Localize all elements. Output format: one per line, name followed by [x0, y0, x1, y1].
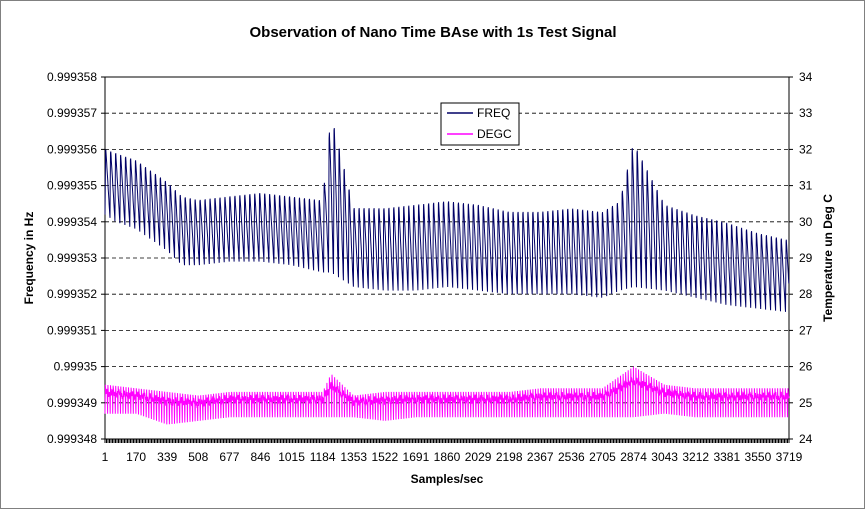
- right-tick-label: 31: [799, 179, 813, 193]
- right-tick-label: 24: [799, 432, 813, 446]
- right-tick-label: 30: [799, 215, 813, 229]
- right-tick-label: 29: [799, 251, 813, 265]
- right-tick-label: 28: [799, 287, 813, 301]
- x-tick-label: 1522: [371, 450, 398, 464]
- left-tick-label: 0.999357: [47, 106, 97, 120]
- x-tick-label: 1353: [340, 450, 367, 464]
- right-tick-label: 34: [799, 70, 813, 84]
- left-tick-label: 0.999349: [47, 396, 97, 410]
- x-tick-label: 1: [102, 450, 109, 464]
- x-tick-label: 3212: [682, 450, 709, 464]
- x-axis-ticks: 1 170 339 508 677 846 1015 1184 1353 1522 1691 1860…: [102, 439, 803, 464]
- x-tick-label: 170: [126, 450, 146, 464]
- left-tick-label: 0.999352: [47, 287, 97, 301]
- x-tick-label: 2367: [527, 450, 554, 464]
- x-tick-label: 2705: [589, 450, 616, 464]
- legend-box: [440, 102, 520, 146]
- left-axis-ticks: 0.999358 0.999357 0.999356 0.999355 0.999354…: [47, 70, 105, 446]
- x-tick-label: 3381: [713, 450, 740, 464]
- series-layer: [104, 128, 790, 425]
- x-tick-label: 2029: [465, 450, 492, 464]
- x-tick-label: 846: [250, 450, 270, 464]
- left-tick-label: 0.999353: [47, 251, 97, 265]
- x-tick-label: 2536: [558, 450, 585, 464]
- x-tick-label: 1184: [310, 450, 336, 464]
- right-tick-label: 26: [799, 360, 813, 374]
- x-tick-label: 3719: [776, 450, 803, 464]
- x-tick-label: 1860: [434, 450, 461, 464]
- x-axis-tick-band: [104, 439, 790, 443]
- series-line-degc: [104, 366, 790, 425]
- x-tick-label: 1691: [403, 450, 430, 464]
- right-tick-label: 25: [799, 396, 813, 410]
- x-tick-label: 3550: [745, 450, 772, 464]
- x-tick-label: 508: [188, 450, 208, 464]
- series-line-freq: [104, 128, 790, 312]
- left-tick-label: 0.99935: [54, 360, 98, 374]
- left-tick-label: 0.999354: [47, 215, 97, 229]
- x-tick-label: 2198: [496, 450, 523, 464]
- right-tick-label: 33: [799, 106, 813, 120]
- left-axis-label: Frequency in Hz: [22, 212, 36, 305]
- left-tick-label: 0.999356: [47, 142, 97, 156]
- legend-label-degc: DEGC: [477, 127, 512, 141]
- x-tick-label: 339: [157, 450, 177, 464]
- left-tick-label: 0.999348: [47, 432, 97, 446]
- right-axis-ticks: 34 33 32 31 30 29 28 27 26 25 24: [789, 70, 813, 446]
- x-tick-label: 3043: [651, 450, 678, 464]
- legend: FREQ DEGC: [440, 102, 520, 146]
- chart-title: Observation of Nano Time BAse with 1s Te…: [249, 24, 616, 41]
- x-axis-label: Samples/sec: [411, 472, 484, 486]
- x-tick-label: 2874: [620, 450, 647, 464]
- right-tick-label: 27: [799, 323, 813, 337]
- legend-label-freq: FREQ: [477, 106, 510, 120]
- x-tick-label: 1015: [278, 450, 305, 464]
- left-tick-label: 0.999358: [47, 70, 97, 84]
- left-tick-label: 0.999355: [47, 179, 97, 193]
- right-tick-label: 32: [799, 142, 813, 156]
- left-tick-label: 0.999351: [47, 323, 97, 337]
- right-axis-label: Temperature un Deg C: [821, 194, 835, 322]
- x-tick-label: 677: [219, 450, 239, 464]
